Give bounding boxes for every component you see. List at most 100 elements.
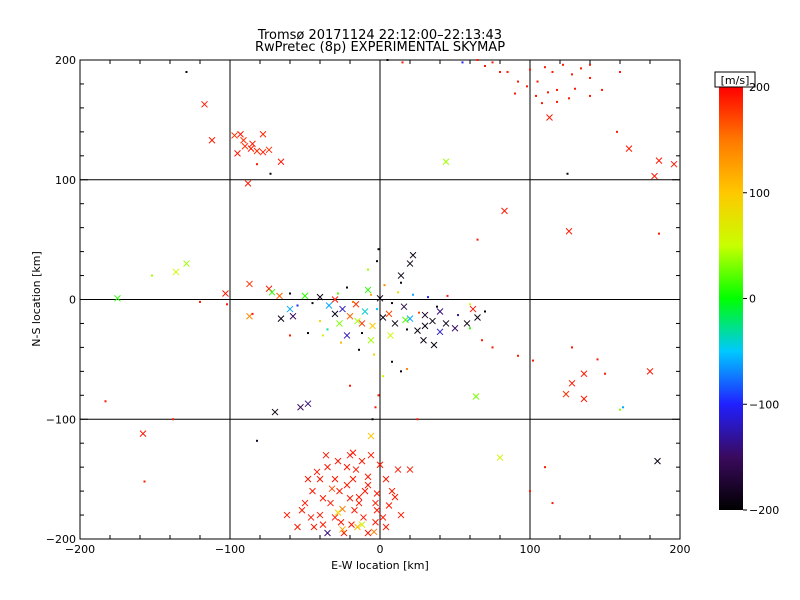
data-point-cross xyxy=(421,322,429,330)
data-point-cross xyxy=(436,328,444,336)
data-point-dot xyxy=(535,94,537,97)
data-point-cross xyxy=(358,457,366,465)
data-point-cross xyxy=(655,157,663,164)
data-point-cross xyxy=(436,308,444,315)
data-point-dot xyxy=(373,353,375,356)
data-point-dot xyxy=(289,334,291,337)
data-point-dot xyxy=(517,354,519,357)
data-point-cross xyxy=(496,454,504,461)
data-point-dot xyxy=(469,303,471,306)
data-point-cross xyxy=(334,509,342,517)
data-point-cross xyxy=(361,308,369,315)
data-point-dot xyxy=(476,238,479,241)
data-point-cross xyxy=(364,481,372,489)
data-point-cross xyxy=(286,305,294,313)
data-point-dot xyxy=(371,418,374,421)
data-point-cross xyxy=(373,506,381,514)
data-point-cross xyxy=(654,457,661,465)
data-point-dot xyxy=(367,268,369,271)
data-point-dot xyxy=(151,274,153,277)
y-tick-label: 100 xyxy=(55,174,76,187)
colorbar-tick-label: 0 xyxy=(749,293,756,306)
data-point-cross xyxy=(316,511,324,519)
data-point-dot xyxy=(172,418,174,421)
data-point-cross xyxy=(346,312,354,320)
data-point-cross xyxy=(387,332,394,339)
data-point-dot xyxy=(307,332,309,335)
data-point-dot xyxy=(551,70,554,73)
data-point-cross xyxy=(358,521,366,528)
data-point-cross xyxy=(429,317,436,325)
data-point-cross xyxy=(241,142,249,150)
data-point-dot xyxy=(352,300,354,303)
data-point-cross xyxy=(430,341,438,349)
data-point-dot xyxy=(499,70,501,73)
data-point-dot xyxy=(469,327,471,330)
data-point-cross xyxy=(343,463,351,471)
x-axis-ticks: −200 −100 0 100 200 xyxy=(65,60,691,556)
data-point-dot xyxy=(377,394,380,397)
data-point-cross xyxy=(339,305,346,313)
data-point-cross xyxy=(331,475,339,483)
data-point-dot xyxy=(619,408,621,411)
data-point-dot xyxy=(481,339,483,342)
data-point-dot xyxy=(514,92,516,95)
data-point-cross xyxy=(354,317,361,325)
data-point-dot xyxy=(391,360,393,363)
data-point-cross xyxy=(420,336,427,344)
data-point-cross xyxy=(331,296,339,303)
data-point-dot xyxy=(547,91,549,94)
data-point-dot xyxy=(383,284,386,287)
data-point-dot xyxy=(226,303,228,306)
x-tick-label: 200 xyxy=(670,543,691,556)
data-point-cross xyxy=(376,461,384,469)
data-point-dot xyxy=(346,286,348,289)
data-point-dot xyxy=(397,291,399,294)
data-point-cross xyxy=(646,367,654,375)
y-tick-label: −100 xyxy=(46,413,76,426)
data-point-dot xyxy=(311,302,314,305)
data-point-dot xyxy=(556,88,558,91)
data-point-dot xyxy=(400,281,402,284)
colorbar-tick-label: 200 xyxy=(749,81,770,94)
data-point-dot xyxy=(400,370,402,373)
data-point-cross xyxy=(316,293,324,301)
data-point-cross xyxy=(379,314,387,321)
data-point-dot xyxy=(185,70,188,73)
data-point-cross xyxy=(222,290,229,297)
data-point-cross xyxy=(331,310,339,318)
data-point-cross xyxy=(301,499,309,507)
data-point-dot xyxy=(574,87,576,90)
data-point-dot xyxy=(436,305,438,308)
data-point-dot xyxy=(622,406,624,409)
y-tick-label: −200 xyxy=(46,533,76,546)
data-point-dot xyxy=(529,490,531,493)
data-point-dot xyxy=(386,59,389,61)
data-point-cross xyxy=(336,487,343,495)
colorbar-strip xyxy=(719,87,743,510)
data-point-cross xyxy=(346,494,354,502)
data-point-cross xyxy=(268,288,276,296)
data-point-cross xyxy=(183,260,190,267)
data-point-cross xyxy=(568,379,576,387)
data-point-cross xyxy=(259,148,267,156)
data-point-cross xyxy=(391,320,399,327)
data-point-dot xyxy=(427,296,429,299)
data-point-cross xyxy=(352,466,360,473)
data-point-dot xyxy=(491,61,494,64)
data-point-cross xyxy=(297,403,304,411)
x-tick-label: −200 xyxy=(65,543,95,556)
data-point-cross xyxy=(474,314,481,321)
y-axis-ticks: −200 −100 0 100 200 xyxy=(46,54,680,546)
data-point-cross xyxy=(501,207,508,215)
data-point-cross xyxy=(580,395,588,403)
data-point-cross xyxy=(240,136,247,144)
data-point-cross xyxy=(364,529,372,537)
data-point-dot xyxy=(566,172,569,175)
data-point-dot xyxy=(491,346,494,349)
data-point-cross xyxy=(208,136,216,144)
data-point-dot xyxy=(536,80,539,83)
data-point-dot xyxy=(358,348,360,351)
data-point-dot xyxy=(604,372,606,375)
